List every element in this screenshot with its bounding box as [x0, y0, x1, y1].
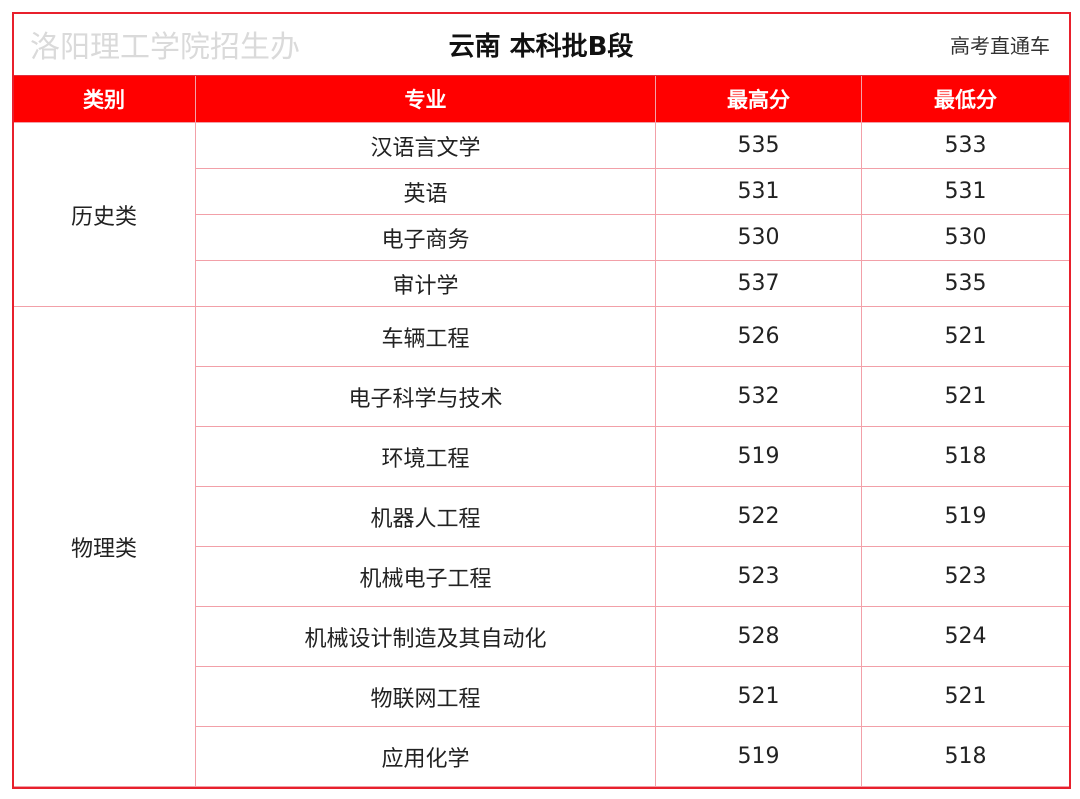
- max-score-cell: 519: [655, 726, 862, 787]
- min-score-cell: 521: [861, 366, 1070, 427]
- major-cell: 应用化学: [195, 726, 656, 787]
- major-cell: 电子科学与技术: [195, 366, 656, 427]
- max-score-cell: 528: [655, 606, 862, 667]
- min-score-cell: 535: [861, 260, 1070, 307]
- table-row: 机器人工程 522 519: [13, 486, 1070, 547]
- min-score-cell: 521: [861, 306, 1070, 367]
- max-score-cell: 522: [655, 486, 862, 547]
- table-row: 物联网工程 521 521: [13, 666, 1070, 727]
- min-score-cell: 521: [861, 666, 1070, 727]
- max-score-cell: 537: [655, 260, 862, 307]
- category-cell: 历史类: [12, 122, 196, 307]
- min-score-cell: 518: [861, 726, 1070, 787]
- table-row: 应用化学 519 518: [13, 726, 1070, 787]
- table-row: 英语 531 531: [13, 168, 1070, 215]
- major-cell: 电子商务: [195, 214, 656, 261]
- header-min-score: 最低分: [861, 75, 1070, 123]
- max-score-cell: 523: [655, 546, 862, 607]
- table-title: 云南 本科批B段: [12, 12, 1070, 76]
- major-cell: 审计学: [195, 260, 656, 307]
- major-cell: 环境工程: [195, 426, 656, 487]
- min-score-cell: 519: [861, 486, 1070, 547]
- major-cell: 机械设计制造及其自动化: [195, 606, 656, 667]
- score-table: 云南 本科批B段 类别 专业 最高分 最低分 历史类 汉语言文学 535 533 英语 5…: [12, 12, 1070, 787]
- major-cell: 机械电子工程: [195, 546, 656, 607]
- min-score-cell: 530: [861, 214, 1070, 261]
- table-row: 机械电子工程 523 523: [13, 546, 1070, 607]
- table-row: 机械设计制造及其自动化 528 524: [13, 606, 1070, 667]
- category-cell: 物理类: [12, 306, 196, 787]
- brand-label: 高考直通车: [950, 34, 1050, 58]
- max-score-cell: 530: [655, 214, 862, 261]
- min-score-cell: 533: [861, 122, 1070, 169]
- major-cell: 汉语言文学: [195, 122, 656, 169]
- max-score-cell: 526: [655, 306, 862, 367]
- major-cell: 物联网工程: [195, 666, 656, 727]
- header-max-score: 最高分: [655, 75, 862, 123]
- header-category: 类别: [12, 75, 196, 123]
- major-cell: 英语: [195, 168, 656, 215]
- header-major: 专业: [195, 75, 656, 123]
- table-row: 环境工程 519 518: [13, 426, 1070, 487]
- major-cell: 车辆工程: [195, 306, 656, 367]
- max-score-cell: 531: [655, 168, 862, 215]
- max-score-cell: 535: [655, 122, 862, 169]
- min-score-cell: 518: [861, 426, 1070, 487]
- min-score-cell: 523: [861, 546, 1070, 607]
- max-score-cell: 519: [655, 426, 862, 487]
- major-cell: 机器人工程: [195, 486, 656, 547]
- max-score-cell: 532: [655, 366, 862, 427]
- min-score-cell: 531: [861, 168, 1070, 215]
- table-row: 电子科学与技术 532 521: [13, 366, 1070, 427]
- min-score-cell: 524: [861, 606, 1070, 667]
- table-row: 历史类 汉语言文学 535 533: [12, 122, 1070, 307]
- max-score-cell: 521: [655, 666, 862, 727]
- table-row: 物理类 车辆工程 526 521: [12, 306, 1070, 787]
